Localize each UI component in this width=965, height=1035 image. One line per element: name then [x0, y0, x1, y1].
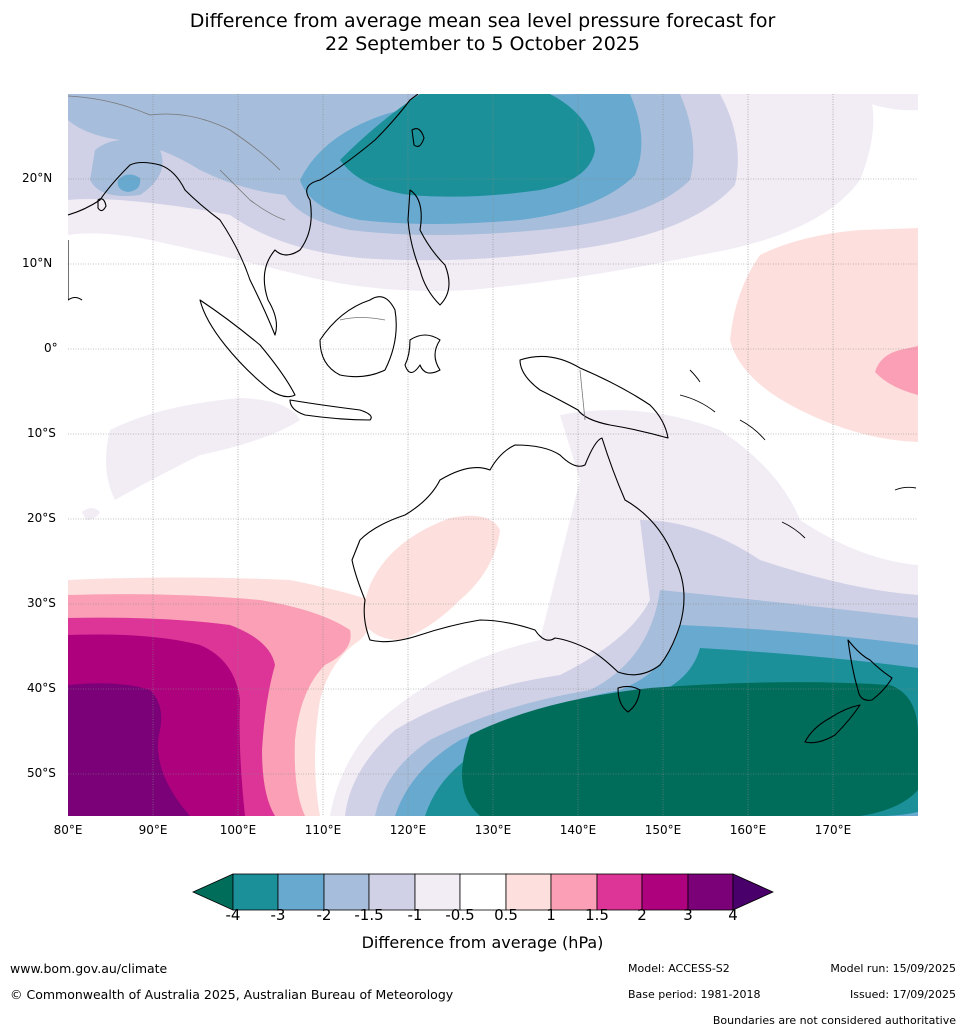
new-guinea-coastline: [519, 355, 669, 439]
colorbar-tick: 1.5: [585, 906, 609, 924]
lon-label-150e: 150°E: [644, 823, 682, 837]
australia-negative-band: [330, 410, 918, 816]
taiwan-coastline: [411, 128, 425, 147]
model-run-date: Model run: 15/09/2025: [830, 962, 956, 975]
pacific-positive-anomaly: [730, 94, 918, 442]
colorbar-tick: 0.5: [494, 906, 518, 924]
colorbar-segment: [277, 873, 325, 911]
lon-label-130e: 130°E: [474, 823, 512, 837]
sumatra-coastline: [199, 299, 296, 398]
graticule: [68, 94, 918, 816]
new-zealand-south-coastline: [804, 704, 861, 744]
lat-label-50s: 50°S: [27, 766, 56, 780]
colorbar-segment: [641, 873, 689, 911]
colorbar-tick: -3: [270, 906, 286, 924]
lat-label-10s: 10°S: [27, 426, 56, 440]
lon-label-80e: 80°E: [53, 823, 83, 837]
southwest-positive-anomaly: [68, 577, 374, 816]
colorbar-segment: [687, 873, 734, 911]
base-period: Base period: 1981-2018: [628, 988, 761, 1001]
lat-label-30s: 30°S: [27, 596, 56, 610]
lat-label-10n: 10°N: [22, 256, 53, 270]
lat-label-40s: 40°S: [27, 681, 56, 695]
lat-label-20s: 20°S: [27, 511, 56, 525]
colorbar-tick: -2: [316, 906, 332, 924]
colorbar-tick: -1.5: [354, 906, 384, 924]
indian-peninsula-coastline: [68, 240, 83, 301]
boundaries-disclaimer: Boundaries are not considered authoritat…: [712, 1014, 956, 1027]
colorbar-tick: 3: [683, 906, 693, 924]
west-australia-positive: [360, 515, 500, 640]
colorbar-tick: 1: [546, 906, 556, 924]
lon-label-100e: 100°E: [219, 823, 257, 837]
asia-coastline: [68, 94, 419, 336]
pacific-islands: [679, 369, 917, 539]
lon-label-120e: 120°E: [389, 823, 427, 837]
colorbar-tick: -0.5: [445, 906, 475, 924]
colorbar: [192, 873, 774, 911]
lon-label-90e: 90°E: [138, 823, 168, 837]
colorbar-segment: [459, 873, 507, 911]
java-coastline: [289, 399, 372, 421]
lat-label-20n: 20°N: [22, 171, 53, 185]
colorbar-title: Difference from average (hPa): [361, 933, 604, 952]
indian-ocean-negative: [82, 398, 300, 520]
coastlines: [68, 94, 893, 744]
colorbar-segment: [323, 873, 370, 911]
colorbar-tick: 2: [637, 906, 647, 924]
colorbar-segment: [368, 873, 416, 911]
issued-date: Issued: 17/09/2025: [849, 988, 956, 1001]
sulawesi-coastline: [404, 334, 441, 374]
title-line-1: Difference from average mean sea level p…: [189, 10, 776, 32]
colorbar-min-extension: [192, 873, 234, 911]
colorbar-segment: [550, 873, 598, 911]
map-title: Difference from average mean sea level p…: [0, 10, 965, 56]
colorbar-tick: 4: [728, 906, 738, 924]
model-name: Model: ACCESS-S2: [628, 962, 730, 975]
philippines-coastline: [407, 189, 450, 306]
borneo-coastline: [319, 296, 397, 378]
colorbar-segment: [596, 873, 643, 911]
colorbar-segment: [505, 873, 552, 911]
lat-label-equator: 0°: [44, 341, 58, 355]
colorbar-max-extension: [732, 873, 774, 911]
australia-coastline: [351, 437, 685, 676]
north-negative-anomaly: [68, 94, 874, 291]
country-borders: [68, 95, 586, 421]
website-link[interactable]: www.bom.gov.au/climate: [10, 961, 168, 976]
title-line-2: 22 September to 5 October 2025: [325, 33, 640, 55]
lon-label-170e: 170°E: [814, 823, 852, 837]
copyright-text: © Commonwealth of Australia 2025, Austra…: [10, 987, 454, 1002]
lon-label-140e: 140°E: [559, 823, 597, 837]
lon-label-160e: 160°E: [729, 823, 767, 837]
sri-lanka-coastline: [97, 198, 107, 212]
new-zealand-coastline: [847, 639, 893, 701]
colorbar-tick: -1: [407, 906, 423, 924]
colorbar-segment: [414, 873, 461, 911]
tasmania-coastline: [617, 685, 641, 713]
colorbar-tick: -4: [225, 906, 241, 924]
colorbar-segment: [232, 873, 279, 911]
lon-label-110e: 110°E: [304, 823, 342, 837]
